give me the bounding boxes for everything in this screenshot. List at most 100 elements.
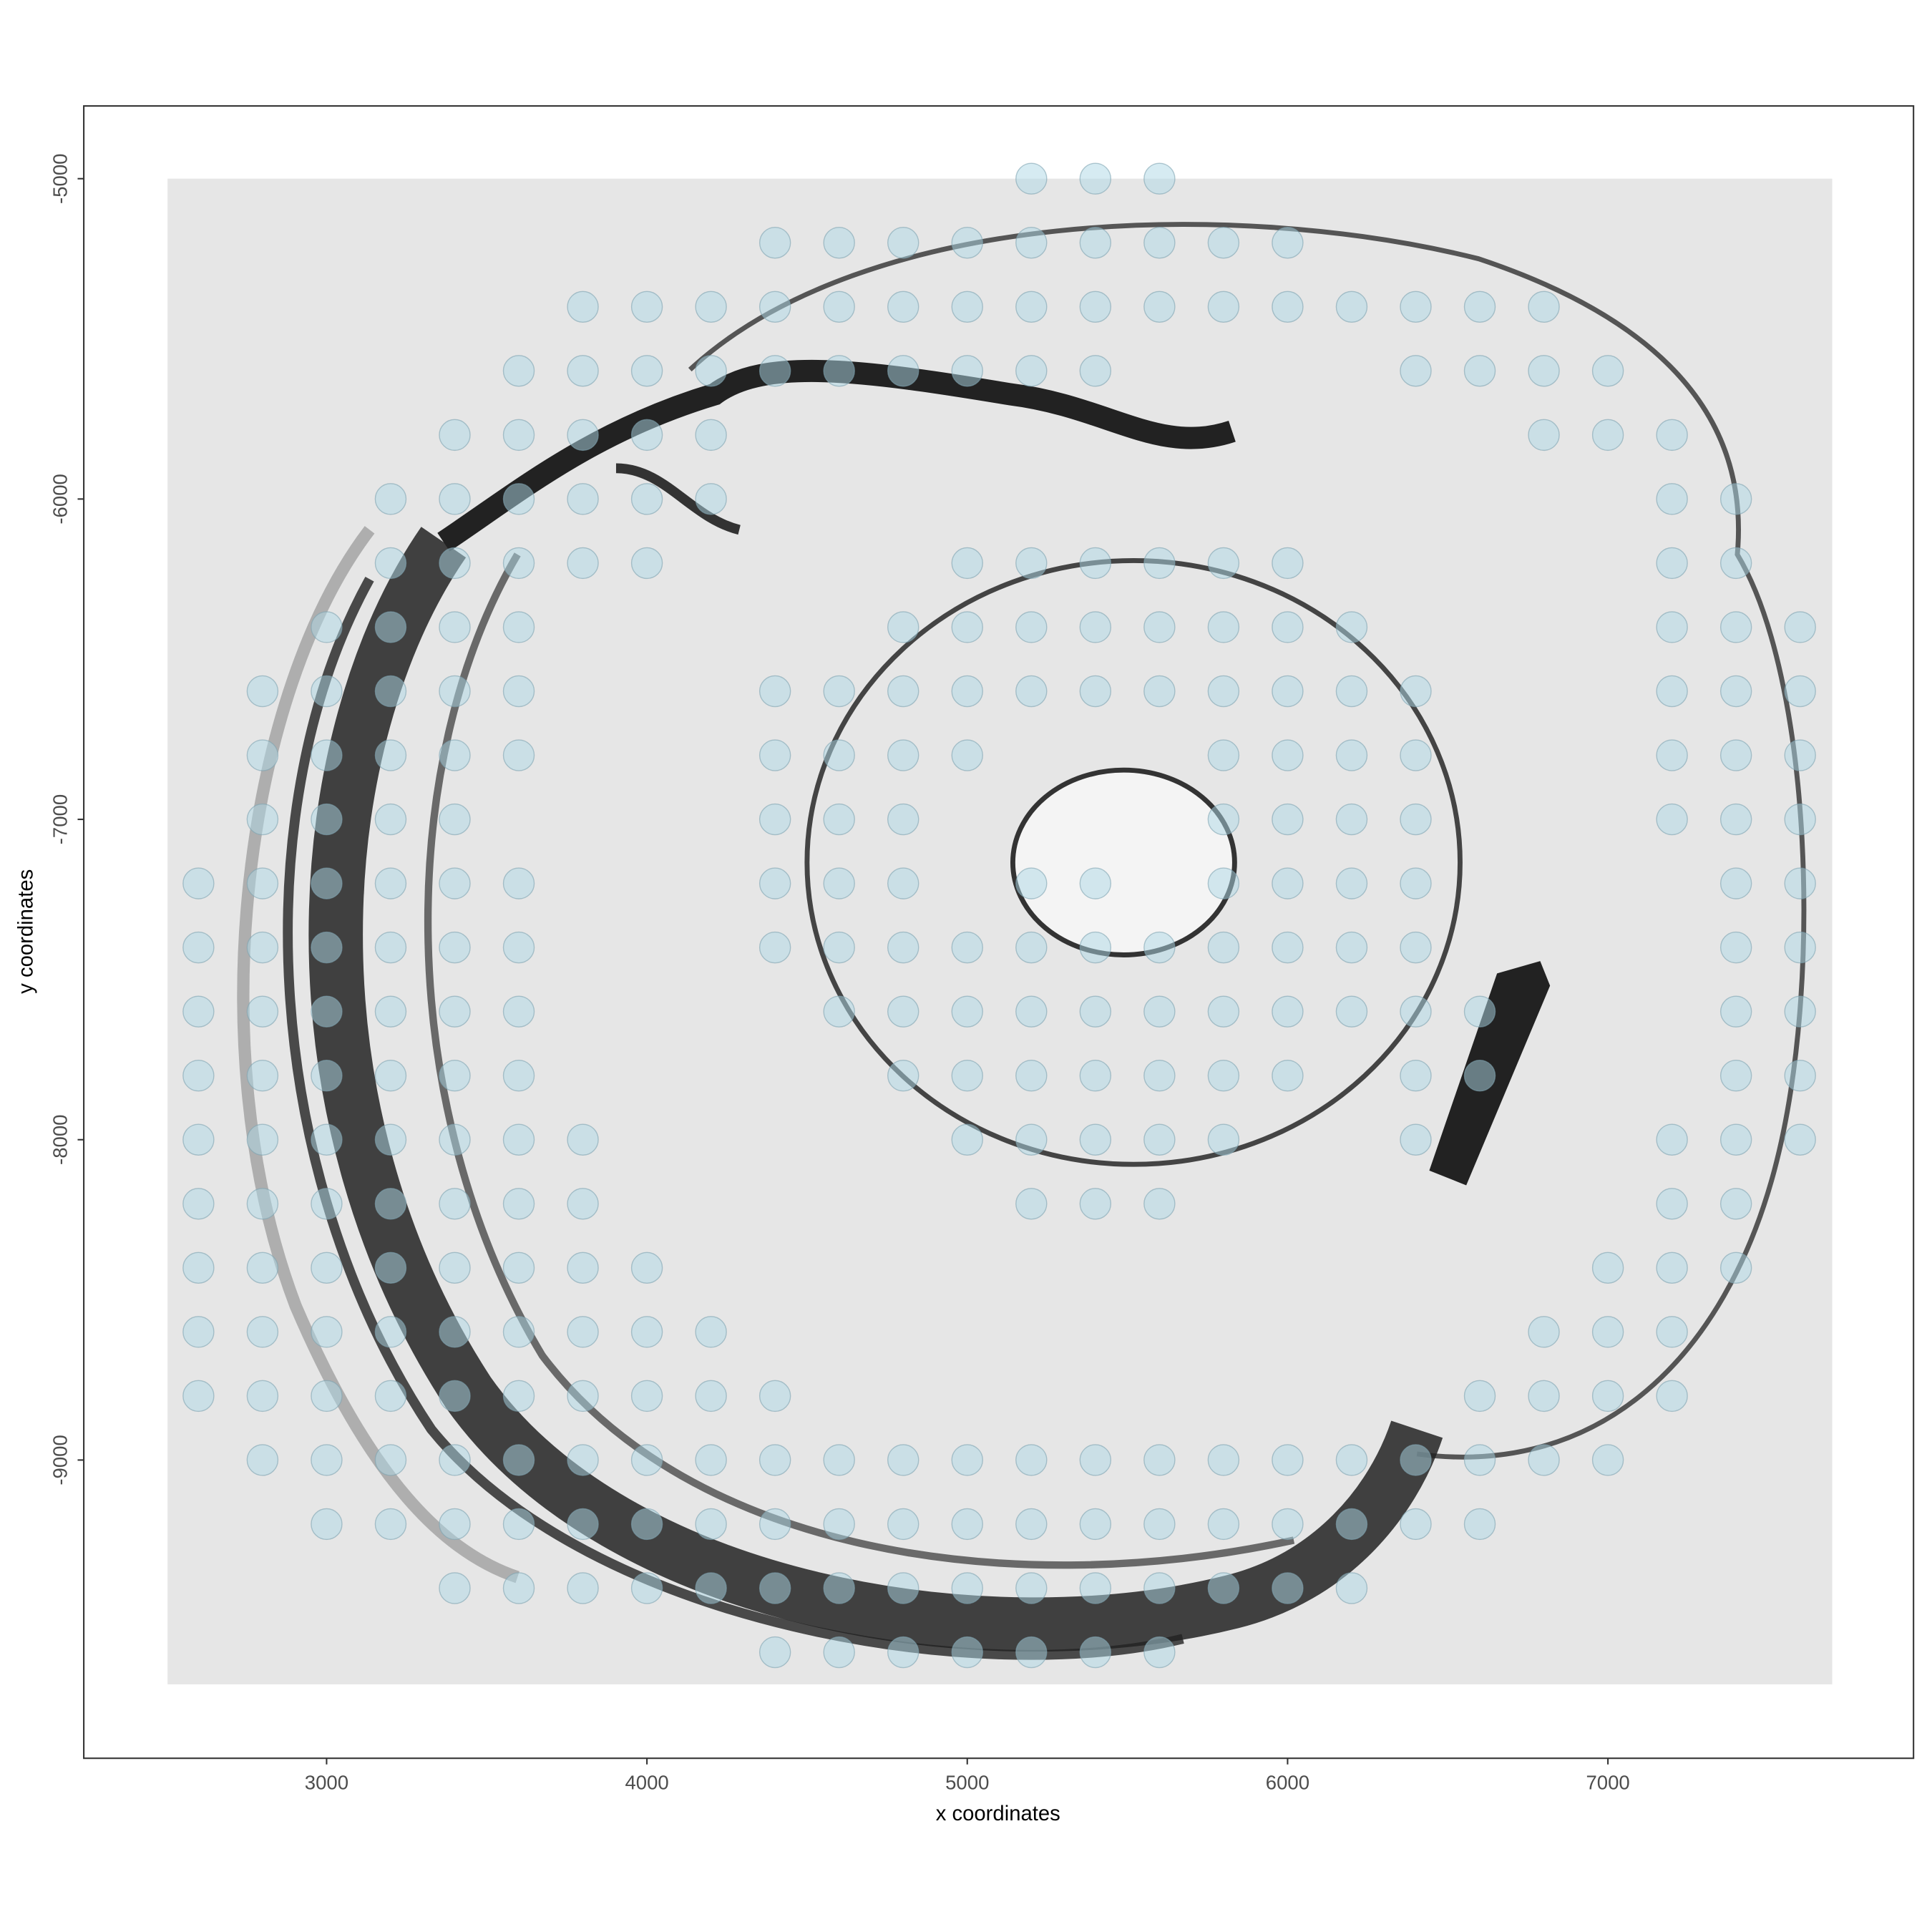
spot [1719, 1123, 1752, 1156]
points-layer [182, 162, 1816, 1669]
spot [1400, 1508, 1432, 1541]
spot [887, 227, 919, 259]
spot [1719, 995, 1752, 1028]
spot [1079, 1508, 1112, 1541]
spot [1143, 1059, 1176, 1092]
spot [374, 1316, 407, 1348]
spot [1656, 1380, 1688, 1413]
spot [374, 547, 407, 580]
spot [823, 675, 855, 708]
spot [182, 1316, 215, 1348]
spot [311, 1252, 343, 1284]
spot [887, 739, 919, 771]
upper-band [437, 359, 1236, 552]
spot [502, 739, 535, 771]
spot [311, 1316, 343, 1348]
spot [1528, 355, 1560, 387]
spot [951, 739, 983, 771]
spot [1079, 1636, 1112, 1669]
spot [1272, 675, 1304, 708]
spot [1335, 1508, 1368, 1541]
spot [502, 1188, 535, 1220]
spot [1400, 739, 1432, 771]
spot [311, 867, 343, 899]
spot [1272, 1059, 1304, 1092]
spot [374, 1380, 407, 1413]
spot [951, 675, 983, 708]
spot [695, 1572, 727, 1604]
spot [951, 1123, 983, 1156]
spot [1143, 995, 1176, 1028]
spot [1079, 995, 1112, 1028]
spot [823, 1636, 855, 1669]
spot [1528, 291, 1560, 323]
spot [1272, 995, 1304, 1028]
spot [1079, 867, 1112, 899]
spot [1335, 995, 1368, 1028]
spot [567, 1123, 599, 1156]
spot [1143, 1508, 1176, 1541]
spot [1719, 867, 1752, 899]
spot [1400, 1059, 1432, 1092]
spot [246, 1188, 279, 1220]
x-tick-label: 3000 [305, 1772, 348, 1794]
spot [1784, 611, 1816, 643]
spot [887, 1508, 919, 1541]
spot [1143, 931, 1176, 964]
spot [1463, 291, 1496, 323]
spot [951, 1444, 983, 1476]
spot [1207, 547, 1240, 580]
spot [1079, 227, 1112, 259]
spot [1719, 547, 1752, 580]
spot [502, 419, 535, 452]
spot [439, 1188, 471, 1220]
spot [311, 1508, 343, 1541]
spot [887, 931, 919, 964]
spot [246, 1316, 279, 1348]
spot [1719, 803, 1752, 836]
spot [1143, 1572, 1176, 1604]
spot [246, 803, 279, 836]
spot [439, 1123, 471, 1156]
spot [1272, 291, 1304, 323]
spot [758, 1380, 791, 1413]
spot [823, 291, 855, 323]
spot [1143, 547, 1176, 580]
spot [1143, 1636, 1176, 1669]
spot [1143, 1444, 1176, 1476]
x-tick-label: 6000 [1266, 1772, 1309, 1794]
spot [1143, 227, 1176, 259]
spot [311, 1444, 343, 1476]
spot [758, 355, 791, 387]
spot [630, 355, 663, 387]
spot [1272, 803, 1304, 836]
spot [1015, 1059, 1048, 1092]
spot [439, 739, 471, 771]
spot [1079, 1444, 1112, 1476]
spot [695, 483, 727, 515]
spot [1015, 355, 1048, 387]
spot [823, 867, 855, 899]
spot [182, 931, 215, 964]
spot [758, 1636, 791, 1669]
inner-hole [1010, 767, 1237, 957]
spot [1719, 611, 1752, 643]
spot [1400, 803, 1432, 836]
spot [374, 1059, 407, 1092]
spot [311, 803, 343, 836]
x-axis-title: x coordinates [936, 1802, 1060, 1825]
spot [502, 1444, 535, 1476]
spot [567, 1188, 599, 1220]
spot [758, 1508, 791, 1541]
spot [1272, 1508, 1304, 1541]
spot [1591, 1252, 1624, 1284]
spot [630, 1380, 663, 1413]
spot [374, 675, 407, 708]
spot [1400, 995, 1432, 1028]
spot [1656, 419, 1688, 452]
spot [1015, 867, 1048, 899]
spot [1591, 355, 1624, 387]
spot [951, 355, 983, 387]
spot [1335, 675, 1368, 708]
spot [1272, 931, 1304, 964]
